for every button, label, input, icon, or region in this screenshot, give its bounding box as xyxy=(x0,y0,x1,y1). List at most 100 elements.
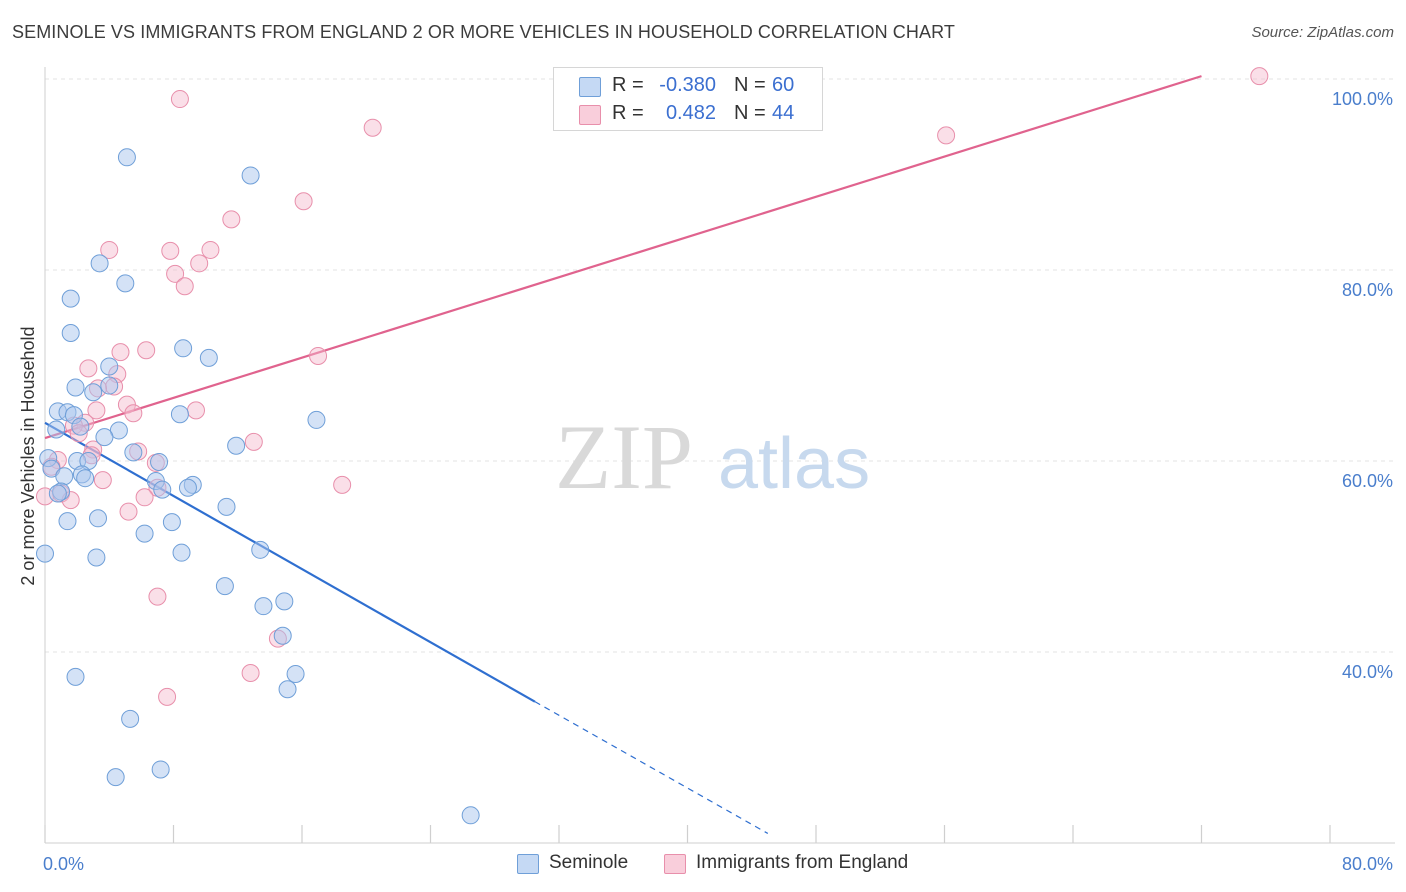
seminole-legend-swatch xyxy=(517,854,539,874)
watermark: ZIP atlas xyxy=(555,406,870,508)
seminole-point xyxy=(66,667,85,686)
legend-n-label: N = xyxy=(734,74,766,96)
seminole-point xyxy=(71,417,90,436)
y-tick-label: 40.0% xyxy=(1342,662,1393,682)
england-point xyxy=(1250,67,1269,86)
seminole-point xyxy=(278,680,297,699)
seminole-point xyxy=(87,548,106,567)
england-point xyxy=(111,343,130,362)
seminole-point xyxy=(95,428,114,447)
seminole-swatch xyxy=(579,77,601,97)
england-point xyxy=(158,687,177,706)
england-swatch xyxy=(579,105,601,125)
legend-r-label: R = xyxy=(612,74,644,96)
seminole-point xyxy=(174,339,193,358)
seminole-point xyxy=(100,357,119,376)
seminole-point xyxy=(241,166,260,185)
england-point xyxy=(186,401,205,420)
seminole-point xyxy=(151,760,170,779)
seminole-point xyxy=(106,768,125,787)
seminole-point xyxy=(307,410,326,429)
england-trend-line xyxy=(44,75,1202,440)
seminole-point xyxy=(178,478,197,497)
trend-lines xyxy=(44,75,1202,834)
seminole-point xyxy=(273,626,292,645)
watermark-atlas: atlas xyxy=(718,424,870,504)
seminole-point xyxy=(172,543,191,562)
england-point xyxy=(161,241,180,260)
seminole-point xyxy=(153,480,172,499)
source-label: Source: ZipAtlas.com xyxy=(1251,24,1394,41)
correlation-legend: R = -0.380 N = 60 R = 0.482 N = 44 xyxy=(553,67,823,131)
seminole-point xyxy=(124,443,143,462)
seminole-point xyxy=(275,592,294,611)
england-point xyxy=(222,210,241,229)
england-point xyxy=(241,664,260,683)
seminole-point xyxy=(251,540,270,559)
seminole-point xyxy=(116,274,135,293)
seminole-point xyxy=(217,497,236,516)
seminole-point xyxy=(48,484,67,503)
legend-r-label: R = xyxy=(612,102,644,124)
seminole-point xyxy=(61,289,80,308)
seminole-legend-label: Seminole xyxy=(549,852,629,873)
x-tick-label: 0.0% xyxy=(43,854,84,874)
seminole-point xyxy=(90,254,109,273)
seminole-trend-line xyxy=(44,421,536,703)
england-point xyxy=(363,118,382,137)
england-point xyxy=(124,404,143,423)
seminole-point xyxy=(121,709,140,728)
seminole-point xyxy=(135,524,154,543)
seminole-point xyxy=(170,405,189,424)
england-legend-swatch xyxy=(664,854,686,874)
seminole-point xyxy=(84,383,103,402)
england-point xyxy=(135,488,154,507)
seminole-point xyxy=(47,420,66,439)
legend-n-value: 60 xyxy=(772,74,795,96)
england-point xyxy=(166,264,185,283)
seminole-point xyxy=(199,348,218,367)
england-point xyxy=(87,401,106,420)
england-legend-label: Immigrants from England xyxy=(696,852,909,873)
england-point xyxy=(294,192,313,211)
england-point xyxy=(148,587,167,606)
england-point xyxy=(175,277,194,296)
seminole-point xyxy=(227,436,246,455)
legend-n-value: 44 xyxy=(772,102,795,124)
seminole-point xyxy=(89,509,108,528)
england-point xyxy=(309,346,328,365)
seminole-point xyxy=(61,324,80,343)
y-tick-label: 60.0% xyxy=(1342,471,1393,491)
seminole-point xyxy=(215,577,234,596)
seminole-point xyxy=(76,469,95,488)
chart-title: SEMINOLE VS IMMIGRANTS FROM ENGLAND 2 OR… xyxy=(12,22,955,42)
england-point xyxy=(79,359,98,378)
seminole-point xyxy=(150,452,169,471)
seminole-point xyxy=(36,544,54,563)
legend-row-seminole: R = -0.380 N = 60 xyxy=(554,74,822,100)
grid-lines xyxy=(45,78,1395,653)
england-point xyxy=(201,240,220,259)
seminole-point xyxy=(58,512,77,531)
seminole-trend-extension xyxy=(534,701,769,834)
england-point xyxy=(170,90,189,109)
legend-n-label: N = xyxy=(734,102,766,124)
y-tick-label: 100.0% xyxy=(1332,89,1393,109)
england-point xyxy=(244,432,263,451)
y-tick-label: 80.0% xyxy=(1342,280,1393,300)
legend-row-england: R = 0.482 N = 44 xyxy=(554,102,822,128)
seminole-point xyxy=(461,806,480,825)
england-point xyxy=(93,471,112,490)
seminole-point xyxy=(66,378,85,397)
seminole-point xyxy=(100,376,119,395)
legend-r-value: 0.482 xyxy=(665,102,716,124)
england-point xyxy=(190,254,209,273)
watermark-zip: ZIP xyxy=(555,406,693,508)
x-tick-label: 80.0% xyxy=(1342,854,1393,874)
england-point xyxy=(937,126,956,145)
seminole-point xyxy=(117,148,136,167)
seminole-point xyxy=(286,664,305,683)
england-point xyxy=(333,475,352,494)
seminole-point xyxy=(162,513,181,532)
